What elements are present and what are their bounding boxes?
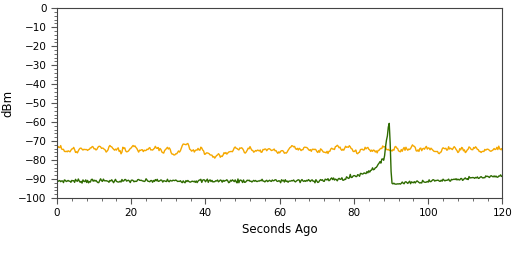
Noise xyxy=(386,122,392,125)
Signal xyxy=(258,151,264,154)
Noise xyxy=(54,178,60,181)
Noise xyxy=(256,180,263,183)
Noise xyxy=(393,183,399,186)
Signal xyxy=(212,156,218,160)
Signal xyxy=(379,147,385,150)
Noise xyxy=(382,145,388,149)
Noise xyxy=(481,176,487,179)
Line: Signal: Signal xyxy=(57,144,502,158)
Noise xyxy=(279,179,285,183)
Signal xyxy=(481,150,487,153)
Y-axis label: dBm: dBm xyxy=(1,90,14,117)
X-axis label: Seconds Ago: Seconds Ago xyxy=(242,222,318,236)
Signal xyxy=(281,152,287,155)
Noise xyxy=(368,169,374,172)
Signal xyxy=(499,149,506,152)
Noise xyxy=(499,175,506,178)
Signal xyxy=(54,148,60,151)
Line: Noise: Noise xyxy=(57,123,502,184)
Noise xyxy=(377,160,383,163)
Signal xyxy=(185,142,191,145)
Signal xyxy=(384,148,391,152)
Signal xyxy=(369,150,376,153)
